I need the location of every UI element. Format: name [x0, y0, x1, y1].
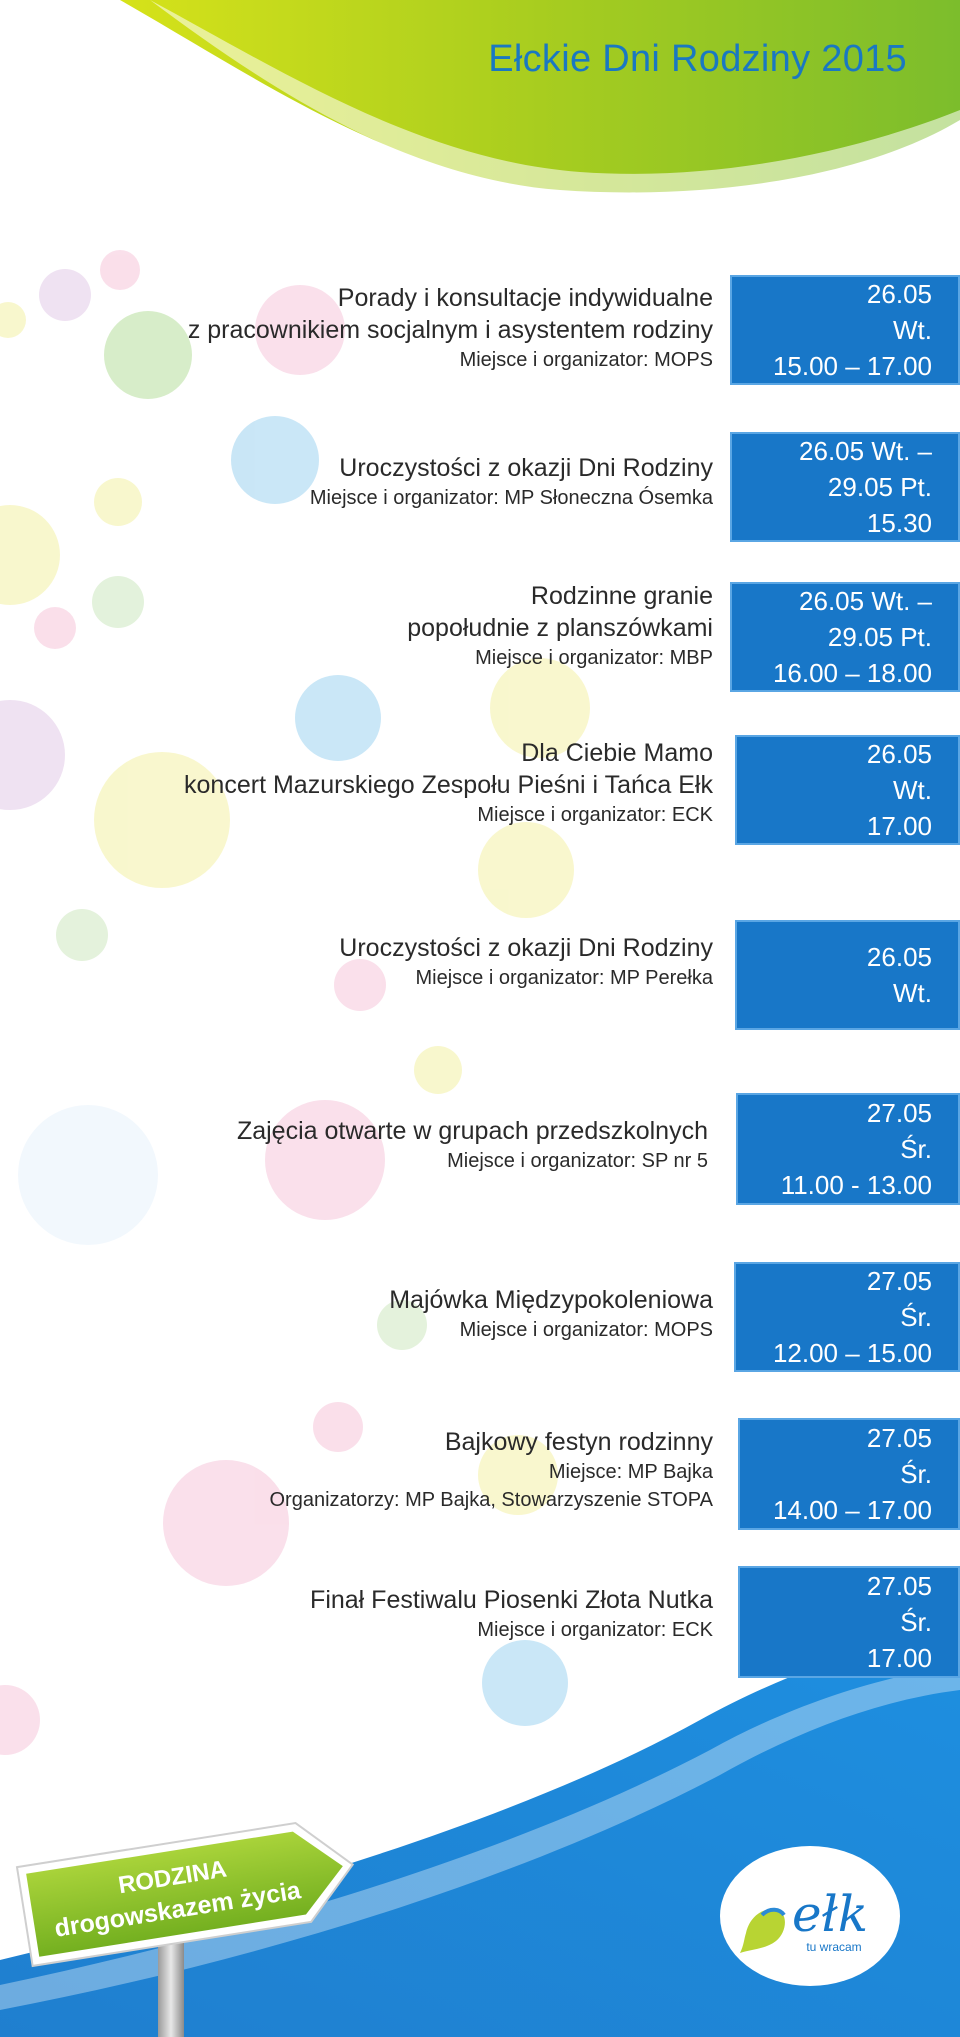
road-sign: RODZINA drogowskazem życia [15, 1821, 355, 2037]
event-date-box: 26.05 Wt. 15.00 – 17.00 [730, 275, 960, 385]
event-text: Rodzinne granie popołudnie z planszówkam… [407, 580, 713, 672]
event-date-box: 26.05 Wt. [735, 920, 960, 1030]
event-location: Miejsce i organizator: MOPS [459, 349, 713, 371]
event-title: Bajkowy festyn rodzinny [444, 1428, 713, 1456]
event-title: Uroczystości z okazji Dni Rodziny [339, 934, 713, 962]
event-time: 11.00 - 13.00 [780, 1170, 932, 1200]
event-title: Finał Festiwalu Piosenki Złota Nutka [310, 1586, 713, 1614]
event-location: Miejsce: MP Bajka [548, 1461, 713, 1483]
event-time: 14.00 – 17.00 [772, 1495, 932, 1525]
event-date: 26.05 [866, 942, 932, 972]
event-date-box: 26.05 Wt. – 29.05 Pt. 16.00 – 18.00 [730, 582, 960, 692]
event-title: Dla Ciebie Mamo [521, 739, 713, 767]
event-title: Majówka Międzypokoleniowa [389, 1286, 713, 1314]
event-organizers: Organizatorzy: MP Bajka, Stowarzyszenie … [269, 1489, 713, 1511]
event-text: Porady i konsultacje indywidualne z prac… [188, 282, 713, 374]
event-text: Uroczystości z okazji Dni Rodziny Miejsc… [310, 452, 713, 512]
event-weekday: 29.05 Pt. [827, 472, 932, 502]
event-title: z pracownikiem socjalnym i asystentem ro… [187, 316, 713, 344]
event-date: 26.05 [866, 279, 932, 309]
logo-name: ełk [792, 1885, 868, 1943]
event-weekday: Wt. [893, 775, 932, 805]
event-weekday: Śr. [900, 1459, 932, 1489]
event-location: Miejsce i organizator: ECK [477, 804, 713, 826]
event-weekday: Wt. [893, 978, 932, 1008]
event-text: Bajkowy festyn rodzinny Miejsce: MP Bajk… [269, 1426, 713, 1514]
event-date: 27.05 [866, 1266, 932, 1296]
event-time: 15.00 – 17.00 [772, 351, 932, 381]
event-date-box: 26.05 Wt. 17.00 [735, 735, 960, 845]
event-time: 16.00 – 18.00 [772, 658, 932, 688]
event-text: Zajęcia otwarte w grupach przedszkolnych… [237, 1115, 708, 1175]
event-date: 27.05 [866, 1571, 932, 1601]
event-location: Miejsce i organizator: SP nr 5 [447, 1150, 708, 1172]
event-date: 26.05 Wt. – [799, 586, 932, 616]
event-location: Miejsce i organizator: MOPS [459, 1319, 713, 1341]
elk-logo: ełk tu wracam [720, 1846, 900, 1986]
event-text: Dla Ciebie Mamo koncert Mazurskiego Zesp… [184, 737, 713, 829]
event-weekday: 29.05 Pt. [827, 622, 932, 652]
event-time: 15.30 [866, 508, 932, 538]
event-date: 27.05 [866, 1098, 932, 1128]
event-title: Zajęcia otwarte w grupach przedszkolnych [236, 1117, 708, 1145]
event-date-box: 26.05 Wt. – 29.05 Pt. 15.30 [730, 432, 960, 542]
event-weekday: Śr. [900, 1607, 932, 1637]
event-text: Majówka Międzypokoleniowa Miejsce i orga… [389, 1284, 713, 1344]
page-title: Ełckie Dni Rodziny 2015 [488, 38, 907, 80]
event-title: Porady i konsultacje indywidualne [337, 284, 713, 312]
event-location: Miejsce i organizator: ECK [477, 1619, 713, 1641]
event-weekday: Śr. [900, 1302, 932, 1332]
event-date: 26.05 Wt. – [799, 436, 932, 466]
event-text: Finał Festiwalu Piosenki Złota Nutka Mie… [310, 1584, 713, 1644]
event-date-box: 27.05 Śr. 11.00 - 13.00 [736, 1093, 960, 1205]
event-text: Uroczystości z okazji Dni Rodziny Miejsc… [339, 932, 713, 992]
event-weekday: Śr. [900, 1134, 932, 1164]
event-location: Miejsce i organizator: MBP [475, 647, 713, 669]
event-date-box: 27.05 Śr. 17.00 [738, 1566, 960, 1678]
event-time: 12.00 – 15.00 [772, 1338, 932, 1368]
event-date-box: 27.05 Śr. 14.00 – 17.00 [738, 1418, 960, 1530]
event-title: koncert Mazurskiego Zespołu Pieśni i Tań… [184, 771, 713, 799]
event-time: 17.00 [866, 811, 932, 841]
event-time: 17.00 [866, 1643, 932, 1673]
bird-icon [740, 1909, 785, 1953]
event-title: Rodzinne granie [530, 582, 713, 610]
event-date-box: 27.05 Śr. 12.00 – 15.00 [734, 1262, 960, 1372]
event-date: 27.05 [866, 1423, 932, 1453]
event-title: popołudnie z planszówkami [407, 614, 713, 642]
event-date: 26.05 [866, 739, 932, 769]
event-weekday: Wt. [893, 315, 932, 345]
logo-tagline: tu wracam [806, 1940, 861, 1954]
event-location: Miejsce i organizator: MP Słoneczna Ósem… [309, 487, 713, 509]
event-title: Uroczystości z okazji Dni Rodziny [339, 454, 713, 482]
event-location: Miejsce i organizator: MP Perełka [415, 967, 713, 989]
